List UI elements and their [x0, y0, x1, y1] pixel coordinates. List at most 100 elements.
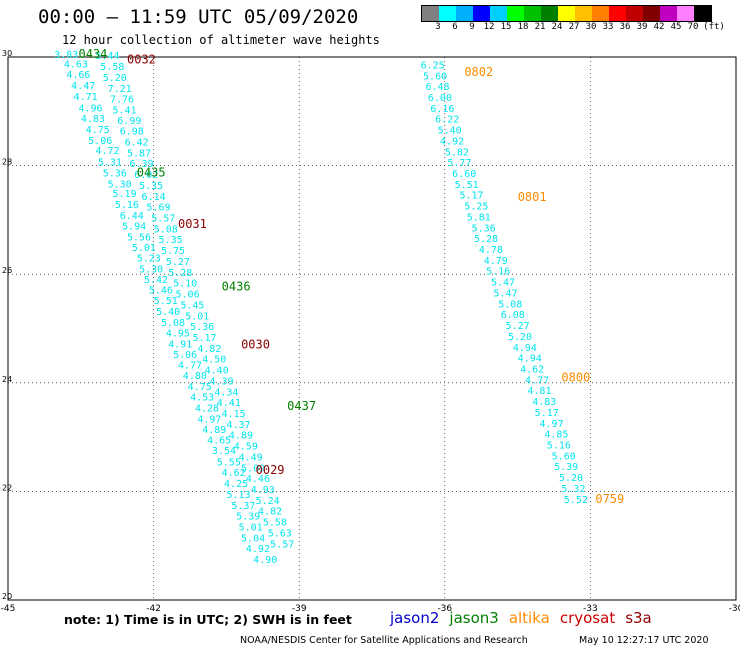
wave-height-value: 5.06 — [88, 136, 112, 147]
pass-time-label: 0437 — [287, 399, 316, 413]
wave-height-value: 5.58 — [100, 62, 124, 73]
wave-height-value: 5.52 — [564, 495, 588, 506]
wave-height-value: 4.90 — [253, 555, 277, 566]
wave-height-value: 6.44 — [120, 211, 144, 222]
wave-height-value: 5.69 — [146, 203, 170, 214]
wave-height-value: 4.41 — [217, 398, 241, 409]
color-scale-label: 27 — [568, 22, 580, 32]
pass-time-label: 0434 — [78, 47, 107, 61]
lat-tick-label: 26 — [2, 266, 12, 275]
wave-height-value: 4.37 — [226, 420, 250, 431]
color-scale-label: 39 — [636, 22, 648, 32]
wave-height-value: 4.89 — [229, 431, 253, 442]
wave-height-value: 5.58 — [263, 518, 287, 529]
wave-height-value: 7.76 — [110, 95, 134, 106]
color-scale-label: 30 — [585, 22, 597, 32]
wave-height-value: 4.91 — [168, 340, 192, 351]
color-scale-label: 15 — [500, 22, 512, 32]
wave-height-value: 4.77 — [178, 361, 202, 372]
wave-height-value: 5.17 — [535, 408, 559, 419]
wave-height-value: 4.92 — [246, 544, 270, 555]
pass-time-label: 0436 — [222, 279, 251, 293]
wave-height-value: 5.08 — [154, 224, 178, 235]
wave-height-value: 5.45 — [180, 300, 204, 311]
wave-height-value: 5.40 — [438, 126, 462, 137]
wave-height-value: 3.83 — [54, 50, 78, 61]
page-title: 00:00 – 11:59 UTC 05/09/2020 — [38, 6, 359, 28]
wave-height-value: 6.00 — [428, 93, 452, 104]
wave-height-value: 4.71 — [74, 92, 98, 103]
wave-height-value: 4.49 — [239, 452, 263, 463]
wave-height-value: 5.44 — [95, 51, 119, 62]
color-swatch — [694, 6, 711, 21]
color-swatch — [677, 6, 694, 21]
wave-height-value: 5.36 — [472, 223, 496, 234]
wave-height-value: 5.04 — [241, 533, 265, 544]
color-scale-label: 18 — [517, 22, 529, 32]
wave-height-value: 4.95 — [166, 329, 190, 340]
wave-height-value: 5.16 — [115, 200, 139, 211]
color-scale-label: 33 — [602, 22, 614, 32]
lon-tick-label: -45 — [1, 604, 16, 614]
wave-height-value: 5.60 — [552, 451, 576, 462]
wave-height-value: 4.59 — [234, 442, 258, 453]
wave-height-value: 5.01 — [239, 522, 263, 533]
wave-height-value: 5.47 — [491, 278, 515, 289]
lat-tick-label: 20 — [2, 592, 12, 601]
wave-height-value: 4.66 — [66, 70, 90, 81]
wave-height-value: 4.83 — [532, 397, 556, 408]
pass-time-label: 0802 — [464, 65, 493, 79]
color-scale-label: 21 — [534, 22, 546, 32]
color-swatch — [507, 6, 524, 21]
wave-height-value: 4.85 — [544, 430, 568, 441]
wave-height-value: 5.37 — [231, 501, 255, 512]
wave-height-value: 5.06 — [176, 290, 200, 301]
legend-item-altika: altika — [508, 609, 550, 627]
wave-height-value: 5.20 — [559, 473, 583, 484]
wave-height-value: 4.34 — [214, 387, 238, 398]
wave-height-value: 4.94 — [513, 343, 537, 354]
wave-height-value: 5.30 — [139, 265, 163, 276]
color-scale-label: (ft) — [703, 22, 725, 32]
wave-height-value: 4.46 — [246, 474, 270, 485]
legend-item-s3a: s3a — [625, 609, 652, 627]
wave-height-value: 7.21 — [108, 84, 132, 95]
color-scale-label: 24 — [551, 22, 563, 32]
color-swatch — [575, 6, 592, 21]
color-scale-label: 3 — [435, 22, 441, 32]
lat-tick-label: 28 — [2, 158, 12, 167]
wave-height-value: 5.35 — [139, 181, 163, 192]
color-scale-labels: 3 6 9 12 15 18 21 24 27 30 33 36 39 42 45 70 (ft) — [421, 22, 740, 34]
color-scale-label: 9 — [469, 22, 475, 32]
wave-height-value: 5.19 — [112, 189, 136, 200]
wave-height-value: 4.65 — [207, 436, 231, 447]
wave-height-value: 6.02 — [134, 170, 158, 181]
wave-height-value: 5.63 — [268, 528, 292, 539]
color-swatch — [490, 6, 507, 21]
wave-height-value: 4.97 — [540, 419, 564, 430]
wave-height-value: 4.80 — [183, 371, 207, 382]
wave-height-value: 6.42 — [125, 138, 149, 149]
generation-timestamp: May 10 12:27:17 UTC 2020 — [579, 635, 709, 646]
wave-height-value: 4.62 — [222, 468, 246, 479]
wave-height-value: 4.28 — [195, 404, 219, 415]
wave-height-value: 5.51 — [455, 180, 479, 191]
wave-height-value: 6.99 — [117, 116, 141, 127]
color-swatch — [422, 6, 439, 21]
color-swatch — [558, 6, 575, 21]
lon-tick-label: -30 — [729, 604, 740, 614]
credit-line: NOAA/NESDIS Center for Satellite Applica… — [240, 635, 528, 646]
wave-height-value: 5.30 — [108, 179, 132, 190]
wave-height-value: 4.40 — [205, 366, 229, 377]
color-scale-label: 42 — [653, 22, 665, 32]
wave-height-value: 5.01 — [185, 311, 209, 322]
wave-height-value: 4.15 — [222, 409, 246, 420]
wave-height-value: 4.92 — [440, 136, 464, 147]
wave-height-value: 5.42 — [144, 275, 168, 286]
color-swatch — [626, 6, 643, 21]
wave-height-value: 4.96 — [78, 103, 102, 114]
color-swatch — [592, 6, 609, 21]
wave-height-value: 4.62 — [520, 364, 544, 375]
wave-height-value: 5.06 — [173, 350, 197, 361]
